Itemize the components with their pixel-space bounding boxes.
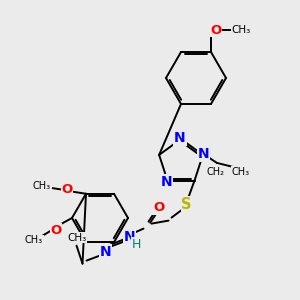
Text: CH₃: CH₃ — [231, 25, 250, 35]
Text: O: O — [210, 23, 222, 37]
Text: N: N — [174, 131, 186, 145]
Text: N: N — [100, 244, 111, 259]
Text: O: O — [61, 183, 73, 196]
Text: CH₃: CH₃ — [33, 181, 51, 191]
Text: N: N — [198, 147, 210, 161]
Text: N: N — [161, 175, 172, 189]
Text: O: O — [153, 201, 164, 214]
Text: CH₃: CH₃ — [25, 235, 43, 245]
Text: S: S — [181, 197, 192, 212]
Text: O: O — [50, 224, 62, 236]
Text: N: N — [124, 230, 135, 244]
Text: CH₃: CH₃ — [67, 232, 86, 243]
Text: CH₃: CH₃ — [232, 167, 250, 177]
Text: CH₂: CH₂ — [207, 167, 225, 177]
Text: H: H — [132, 238, 141, 251]
